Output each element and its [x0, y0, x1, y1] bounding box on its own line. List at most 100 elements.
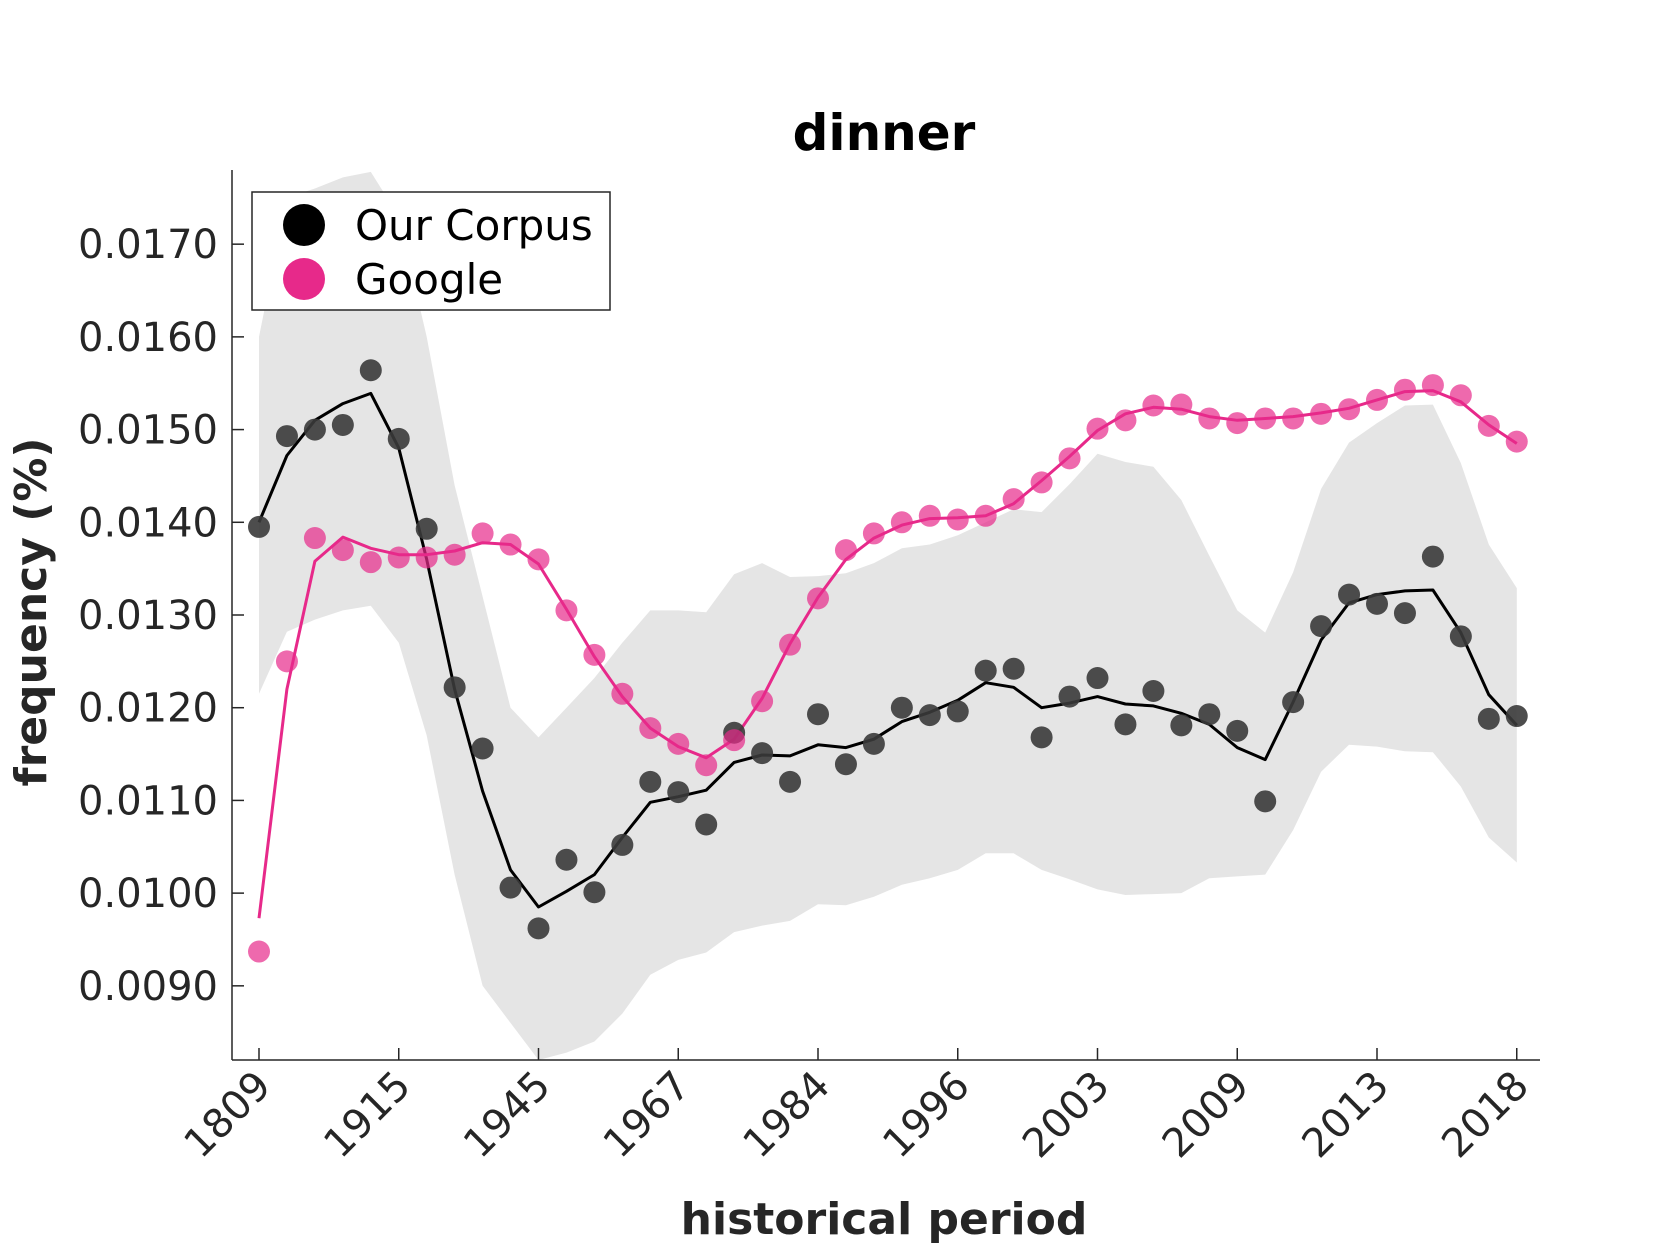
google-point [1338, 398, 1361, 421]
y-tick-label: 0.0120 [78, 686, 218, 732]
our-corpus-point [1282, 691, 1305, 714]
our-corpus-point [862, 732, 885, 755]
our-corpus-point [639, 770, 662, 793]
our-corpus-point [1114, 713, 1137, 736]
y-tick-label: 0.0100 [78, 871, 218, 917]
our-corpus-point [974, 659, 997, 682]
google-point [387, 546, 410, 569]
our-corpus-point [1170, 714, 1193, 737]
chart-title: dinner [793, 104, 976, 162]
our-corpus-point [834, 753, 857, 776]
google-point [667, 732, 690, 755]
google-point [918, 504, 941, 527]
google-point [1393, 378, 1416, 401]
our-corpus-point [1030, 726, 1053, 749]
our-corpus-point [359, 359, 382, 382]
google-point [862, 522, 885, 545]
google-point [807, 587, 829, 610]
our-corpus-point [248, 515, 270, 538]
our-corpus-point [415, 517, 438, 540]
google-point [1310, 402, 1333, 425]
google-point [1170, 393, 1193, 416]
google-point [359, 551, 382, 574]
our-corpus-point [303, 418, 326, 441]
google-point [1505, 430, 1528, 453]
x-axis-title: historical period [681, 1194, 1088, 1245]
google-point [1282, 407, 1305, 430]
our-corpus-point [751, 742, 774, 765]
confidence-band [259, 171, 1517, 1060]
our-corpus-point [890, 696, 913, 719]
google-point [946, 508, 969, 531]
our-corpus-point [918, 704, 941, 727]
y-axis-title: frequency (%) [6, 437, 57, 786]
our-corpus-point [275, 425, 298, 448]
google-point [974, 504, 997, 527]
our-corpus-point [1254, 790, 1277, 813]
legend: Our Corpus Google [251, 191, 611, 311]
our-corpus-smooth-line [257, 391, 1518, 909]
google-point [1114, 409, 1137, 432]
our-corpus-point [1505, 705, 1528, 728]
our-corpus-point [1449, 625, 1472, 648]
our-corpus-point [807, 703, 829, 726]
our-corpus-point [779, 770, 802, 793]
google-point [275, 650, 298, 673]
our-corpus-point [1086, 667, 1109, 690]
our-corpus-point [946, 700, 969, 723]
our-corpus-point [1226, 719, 1249, 742]
google-point [1226, 412, 1249, 435]
axes [231, 170, 1540, 1061]
google-point [1086, 417, 1109, 440]
legend-marker-our-corpus [283, 204, 325, 246]
our-corpus-point [611, 833, 634, 856]
google-point [1058, 447, 1081, 470]
y-tick-label: 0.0090 [78, 964, 218, 1010]
google-point [1366, 388, 1388, 411]
our-corpus-point [1421, 545, 1444, 568]
y-tick-label: 0.0140 [78, 500, 218, 546]
our-corpus-point [1310, 615, 1333, 638]
google-point [695, 754, 718, 777]
google-point [303, 527, 326, 550]
google-point [723, 729, 746, 752]
google-point [779, 633, 802, 656]
google-point [1449, 384, 1472, 407]
legend-label-our-corpus: Our Corpus [355, 201, 593, 250]
google-point [415, 546, 438, 569]
y-tick-label: 0.0130 [78, 593, 218, 639]
our-corpus-point [1393, 602, 1416, 625]
google-point [1198, 407, 1221, 430]
google-point [583, 643, 606, 666]
google-point [471, 522, 494, 545]
google-point [527, 548, 550, 571]
our-corpus-point [1142, 680, 1165, 703]
our-corpus-point [443, 676, 466, 699]
y-tick-label: 0.0170 [78, 222, 218, 268]
google-point [555, 599, 578, 622]
our-corpus-point [331, 413, 354, 436]
our-corpus-point [583, 881, 606, 904]
our-corpus-point [1477, 707, 1500, 730]
google-point [1254, 407, 1277, 430]
google-point [890, 511, 913, 534]
our-corpus-point [555, 848, 578, 871]
our-corpus-point [1002, 657, 1025, 680]
google-point [1142, 394, 1165, 417]
google-point [248, 940, 270, 963]
our-corpus-point [1058, 685, 1081, 708]
google-point [639, 717, 662, 740]
our-corpus-point [471, 737, 494, 760]
legend-label-google: Google [355, 255, 503, 304]
our-corpus-point [1338, 583, 1361, 606]
y-tick-label: 0.0150 [78, 408, 218, 454]
our-corpus-point [1366, 592, 1388, 615]
y-tick-label: 0.0160 [78, 315, 218, 361]
confidence-band-layer [259, 171, 1517, 1060]
our-corpus-point [1198, 703, 1221, 726]
google-point [1477, 414, 1500, 437]
google-point [1030, 471, 1053, 494]
y-tick-label: 0.0110 [78, 778, 218, 824]
legend-marker-google [283, 258, 325, 300]
